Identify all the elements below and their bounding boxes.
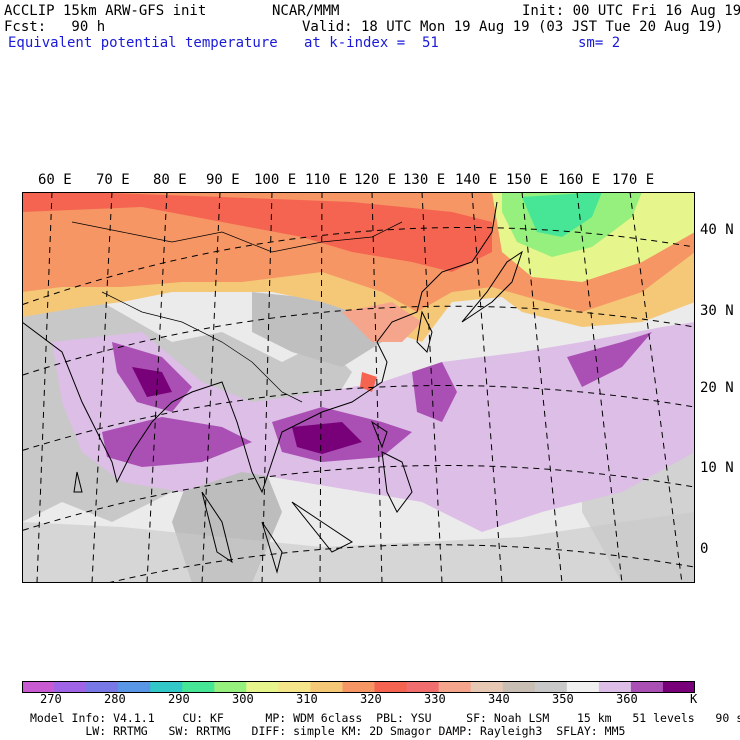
colorbar-label: 290 <box>168 692 190 706</box>
lon-label: 90 E <box>206 172 240 188</box>
medium-purple-theta-region <box>567 332 652 387</box>
colorbar <box>22 681 695 693</box>
lon-label: 150 E <box>506 172 549 188</box>
model-info-line2: LW: RRTMG SW: RRTMG DIFF: simple KM: 2D … <box>30 724 626 738</box>
lat-label: 40 N <box>700 222 734 238</box>
colorbar-label: 360 <box>616 692 638 706</box>
colorbar-swatch <box>438 681 472 693</box>
colorbar-swatch <box>246 681 279 693</box>
colorbar-swatch <box>22 681 55 693</box>
colorbar-label: 310 <box>296 692 318 706</box>
colorbar-swatch <box>662 681 695 693</box>
lon-label: 140 E <box>455 172 498 188</box>
colorbar-label: 270 <box>40 692 62 706</box>
model-title: ACCLIP 15km ARW-GFS init <box>4 3 207 19</box>
colorbar-unit: K <box>690 692 698 706</box>
graticule <box>22 192 695 583</box>
theta-e-map <box>22 192 695 583</box>
model-info-line1: Model Info: V4.1.1 CU: KF MP: WDM 6class… <box>30 711 740 725</box>
colorbar-swatch <box>566 681 600 693</box>
field-name: Equivalent potential temperature <box>8 35 278 51</box>
colorbar-label: 280 <box>104 692 126 706</box>
dark-purple-theta-region <box>292 422 362 454</box>
green-theta-region <box>522 192 602 237</box>
medium-purple-theta-region <box>102 417 252 467</box>
colorbar-swatch <box>214 681 247 693</box>
colorbar-swatch <box>150 681 183 693</box>
lon-label: 100 E <box>254 172 297 188</box>
colorbar-swatch <box>54 681 87 693</box>
country-borders <box>71 221 403 403</box>
lon-label: 70 E <box>96 172 130 188</box>
lon-label: 160 E <box>558 172 601 188</box>
init-time: Init: 00 UTC Fri 16 Aug 19 <box>522 3 740 19</box>
coastlines <box>22 201 523 574</box>
colorbar-swatch <box>630 681 664 693</box>
lon-label: 80 E <box>153 172 187 188</box>
smoothing-label: sm= 2 <box>578 35 621 51</box>
colorbar-swatch <box>278 681 311 693</box>
lon-label: 130 E <box>403 172 446 188</box>
colorbar-label: 330 <box>424 692 446 706</box>
forecast-hour: Fcst: 90 h <box>4 19 106 35</box>
map-frame <box>22 192 695 583</box>
organization-label: NCAR/MMM <box>272 3 340 19</box>
lat-label: 30 N <box>700 303 734 319</box>
colorbar-label: 350 <box>552 692 574 706</box>
colorbar-label: 340 <box>488 692 510 706</box>
grey-theta-region <box>22 512 695 583</box>
colorbar-swatch <box>502 681 536 693</box>
level-label: at k-index = 51 <box>304 35 439 51</box>
colorbar-swatch <box>534 681 568 693</box>
lon-label: 60 E <box>38 172 72 188</box>
lat-label: 20 N <box>700 380 734 396</box>
colorbar-swatch <box>406 681 440 693</box>
medium-purple-theta-region <box>412 362 457 422</box>
colorbar-frame <box>22 681 695 693</box>
valid-time: Valid: 18 UTC Mon 19 Aug 19 (03 JST Tue … <box>302 19 724 35</box>
lon-label: 120 E <box>354 172 397 188</box>
lon-label: 170 E <box>612 172 655 188</box>
salmon-theta-region <box>342 302 422 342</box>
colorbar-swatch <box>470 681 504 693</box>
colorbar-swatch <box>86 681 119 693</box>
lat-label: 10 N <box>700 460 734 476</box>
colorbar-swatch <box>374 681 408 693</box>
colorbar-swatch <box>342 681 376 693</box>
colorbar-label: 320 <box>360 692 382 706</box>
colorbar-label: 300 <box>232 692 254 706</box>
colorbar-swatch <box>182 681 215 693</box>
colorbar-swatch <box>598 681 632 693</box>
colorbar-swatch <box>310 681 343 693</box>
lat-label: 0 <box>700 541 709 557</box>
colorbar-swatch <box>118 681 151 693</box>
red-theta-region <box>22 192 492 272</box>
dark-purple-theta-region <box>132 367 172 397</box>
lon-label: 110 E <box>305 172 348 188</box>
